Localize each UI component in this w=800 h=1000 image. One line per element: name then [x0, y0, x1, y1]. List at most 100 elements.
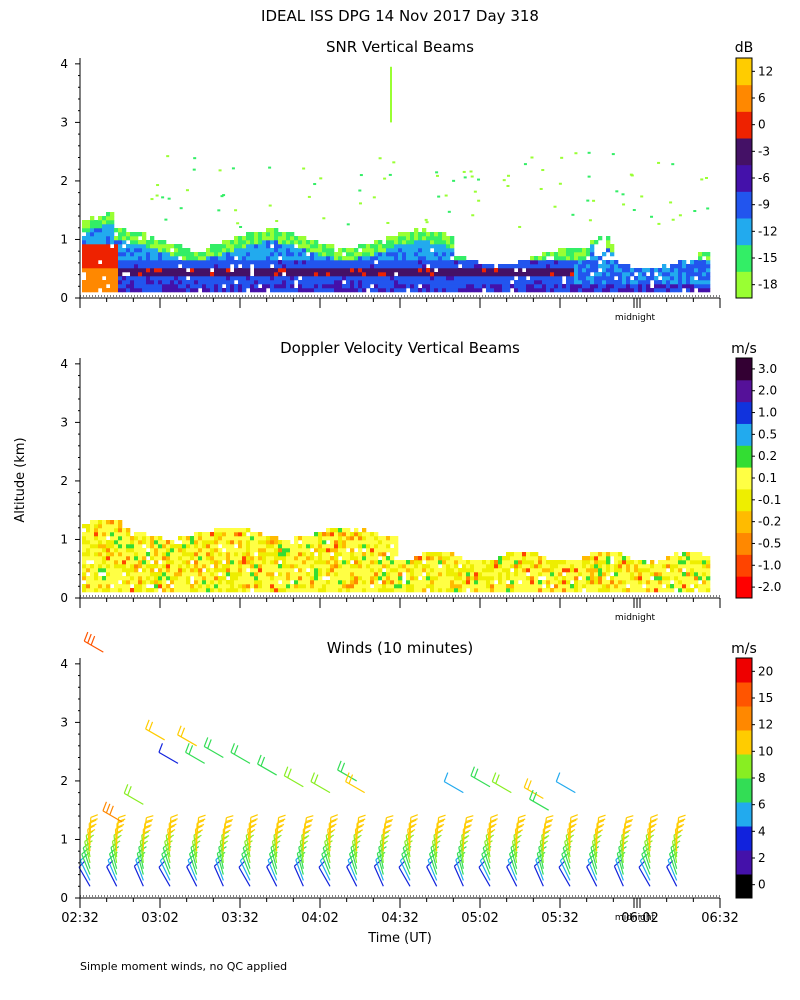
snr-cell — [578, 264, 583, 269]
snr-cell — [202, 288, 207, 293]
doppler-cell — [598, 556, 603, 561]
doppler-cell — [386, 556, 391, 561]
wind-barb-flag — [170, 818, 178, 822]
doppler-cell — [278, 552, 283, 557]
doppler-cell — [438, 572, 443, 577]
snr-cell — [198, 256, 203, 261]
snr-cell — [390, 276, 395, 281]
doppler-cell — [558, 580, 563, 585]
snr-cell — [174, 260, 179, 265]
snr-cell — [234, 248, 239, 253]
doppler-cell — [170, 564, 175, 569]
doppler-cell — [650, 572, 655, 577]
doppler-cell — [114, 588, 119, 593]
snr-cell — [466, 264, 471, 269]
snr-cell — [178, 284, 183, 289]
snr-cell — [102, 260, 107, 265]
doppler-cell — [338, 576, 343, 581]
doppler-cell — [270, 560, 275, 565]
snr-cell — [494, 288, 499, 293]
doppler-cell — [674, 584, 679, 589]
wind-barb-flag — [82, 851, 91, 859]
midnight-label: midnight — [615, 913, 656, 923]
snr-cell — [294, 260, 299, 265]
doppler-cell — [86, 556, 91, 561]
doppler-cell — [626, 588, 631, 593]
doppler-cell — [122, 584, 127, 589]
snr-cell — [258, 272, 263, 277]
doppler-cell — [314, 564, 319, 569]
snr-cell — [198, 252, 203, 257]
snr-cell — [410, 272, 415, 277]
snr-cell — [526, 272, 531, 277]
snr-cell — [422, 248, 427, 253]
doppler-cell — [230, 572, 235, 577]
doppler-cell — [458, 560, 463, 565]
doppler-cell — [254, 536, 259, 541]
doppler-cell — [302, 576, 307, 581]
doppler-cell — [326, 584, 331, 589]
snr-cell — [194, 272, 199, 277]
snr-cell — [706, 264, 711, 269]
snr-cell — [554, 252, 559, 257]
doppler-cell — [210, 576, 215, 581]
doppler-cell — [470, 572, 475, 577]
doppler-cell — [226, 552, 231, 557]
snr-cell — [398, 284, 403, 289]
snr-cell — [422, 236, 427, 241]
snr-cell — [422, 280, 427, 285]
doppler-cell — [670, 576, 675, 581]
doppler-cell — [82, 568, 87, 573]
doppler-cell — [186, 540, 191, 545]
doppler-cell — [618, 560, 623, 565]
doppler-cell — [174, 560, 179, 565]
doppler-cell — [686, 564, 691, 569]
wind-barb-flag — [562, 851, 571, 859]
doppler-cell — [326, 552, 331, 557]
snr-cell — [378, 264, 383, 269]
snr-cell — [126, 252, 131, 257]
doppler-cell — [274, 580, 279, 585]
doppler-cell — [126, 576, 131, 581]
snr-cell — [322, 280, 327, 285]
doppler-cell — [618, 584, 623, 589]
doppler-cell — [666, 564, 671, 569]
doppler-cell — [662, 572, 667, 577]
doppler-cell — [458, 572, 463, 577]
snr-cell — [578, 268, 583, 273]
doppler-cell — [294, 588, 299, 593]
colorbar-tick-label: 8 — [758, 771, 766, 785]
snr-cell — [438, 256, 443, 261]
snr-cell — [186, 248, 191, 253]
doppler-cell — [214, 536, 219, 541]
snr-cell — [298, 280, 303, 285]
snr-cell — [674, 280, 679, 285]
snr-cell — [462, 288, 467, 293]
wind-barb-upper-flag — [87, 633, 92, 644]
wind-barb-flag — [170, 814, 178, 819]
doppler-cell — [294, 560, 299, 565]
snr-cell — [586, 264, 591, 269]
snr-cell — [134, 236, 139, 241]
snr-cell — [478, 264, 483, 269]
snr-cell — [434, 264, 439, 269]
doppler-cell — [194, 576, 199, 581]
snr-cell — [562, 272, 567, 277]
doppler-cell — [354, 532, 359, 537]
doppler-cell — [442, 568, 447, 573]
doppler-cell — [222, 556, 227, 561]
doppler-cell — [622, 572, 627, 577]
snr-cell — [434, 252, 439, 257]
snr-cell — [534, 284, 539, 289]
doppler-cell — [594, 568, 599, 573]
doppler-cell — [242, 536, 247, 541]
doppler-cell — [390, 572, 395, 577]
snr-cell — [362, 276, 367, 281]
snr-cell — [698, 280, 703, 285]
doppler-cell — [626, 564, 631, 569]
wind-barb-upper-flag — [185, 743, 190, 753]
snr-cell — [218, 264, 223, 269]
snr-cell — [210, 256, 215, 261]
snr-cell — [270, 268, 275, 273]
x-tick-label: 04:32 — [381, 911, 418, 926]
